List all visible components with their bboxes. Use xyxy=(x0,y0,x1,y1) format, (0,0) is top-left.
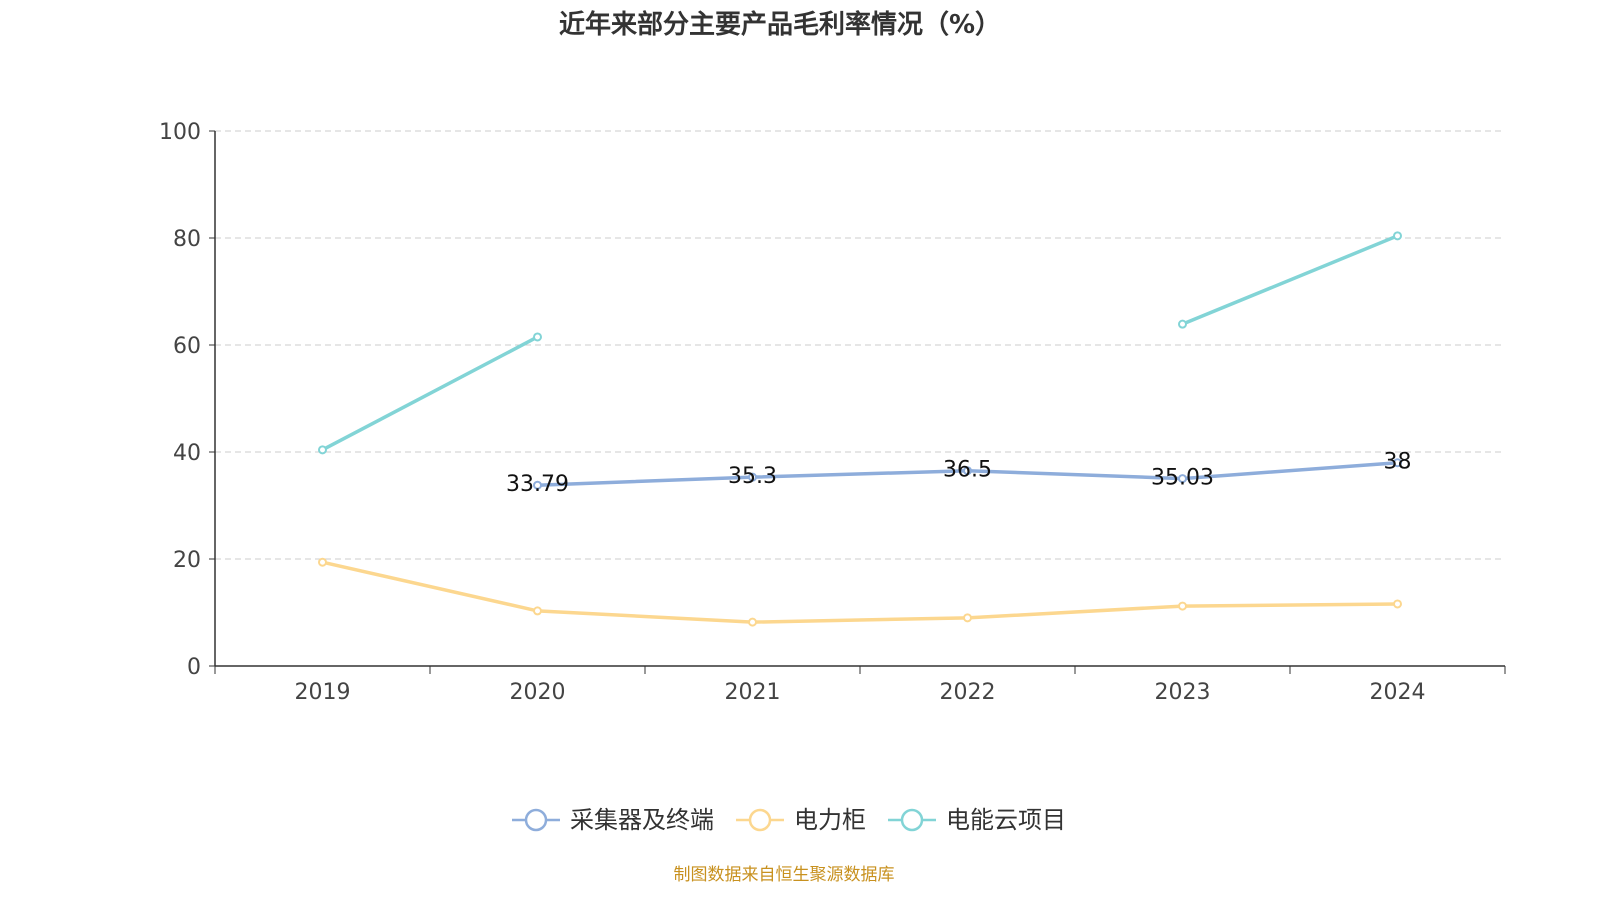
data-label: 33.79 xyxy=(506,472,569,497)
series-line xyxy=(321,335,539,452)
data-point xyxy=(748,472,757,482)
data-point xyxy=(963,466,972,476)
data-point xyxy=(1393,458,1402,468)
series-line xyxy=(322,560,1398,624)
legend-item: 电力柜 xyxy=(736,806,866,834)
data-point xyxy=(1178,474,1187,484)
x-tick-label: 2023 xyxy=(1155,680,1211,705)
data-point xyxy=(533,480,542,490)
y-tick-label: 40 xyxy=(173,441,201,466)
series-line xyxy=(1181,234,1399,326)
x-tick-label: 2019 xyxy=(295,680,351,705)
data-point xyxy=(1178,601,1187,611)
legend-circle-icon xyxy=(524,808,548,832)
legend-circle-icon xyxy=(748,808,772,832)
x-tick-label: 2021 xyxy=(725,680,781,705)
data-point xyxy=(1393,599,1402,609)
data-label: 35.03 xyxy=(1151,466,1214,491)
legend-label: 采集器及终端 xyxy=(570,806,714,834)
chart-title: 近年来部分主要产品毛利率情况（%） xyxy=(558,10,1002,40)
y-tick-label: 0 xyxy=(187,655,201,680)
data-point xyxy=(533,332,542,342)
x-tick-label: 2020 xyxy=(510,680,566,705)
y-tick-label: 80 xyxy=(173,227,201,252)
data-point xyxy=(1178,319,1187,329)
legend: 采集器及终端 电力柜 电能云项目 xyxy=(512,806,1066,834)
y-tick-label: 60 xyxy=(173,334,201,359)
y-tick-label: 20 xyxy=(173,548,201,573)
legend-label: 电力柜 xyxy=(794,806,866,834)
legend-item: 采集器及终端 xyxy=(512,806,714,834)
legend-circle-icon xyxy=(900,808,924,832)
data-point xyxy=(963,613,972,623)
data-label: 36.5 xyxy=(943,458,992,483)
source-note: 制图数据来自恒生聚源数据库 xyxy=(673,865,895,885)
data-point xyxy=(1393,231,1402,241)
data-point xyxy=(318,445,327,455)
y-tick-label: 100 xyxy=(159,120,201,145)
data-point xyxy=(318,557,327,567)
data-point xyxy=(533,606,542,616)
data-label: 35.3 xyxy=(728,464,777,489)
legend-label: 电能云项目 xyxy=(946,806,1066,834)
data-label: 38 xyxy=(1384,450,1412,475)
x-tick-label: 2024 xyxy=(1370,680,1426,705)
legend-item: 电能云项目 xyxy=(888,806,1066,834)
x-tick-label: 2022 xyxy=(940,680,996,705)
data-point xyxy=(748,617,757,627)
